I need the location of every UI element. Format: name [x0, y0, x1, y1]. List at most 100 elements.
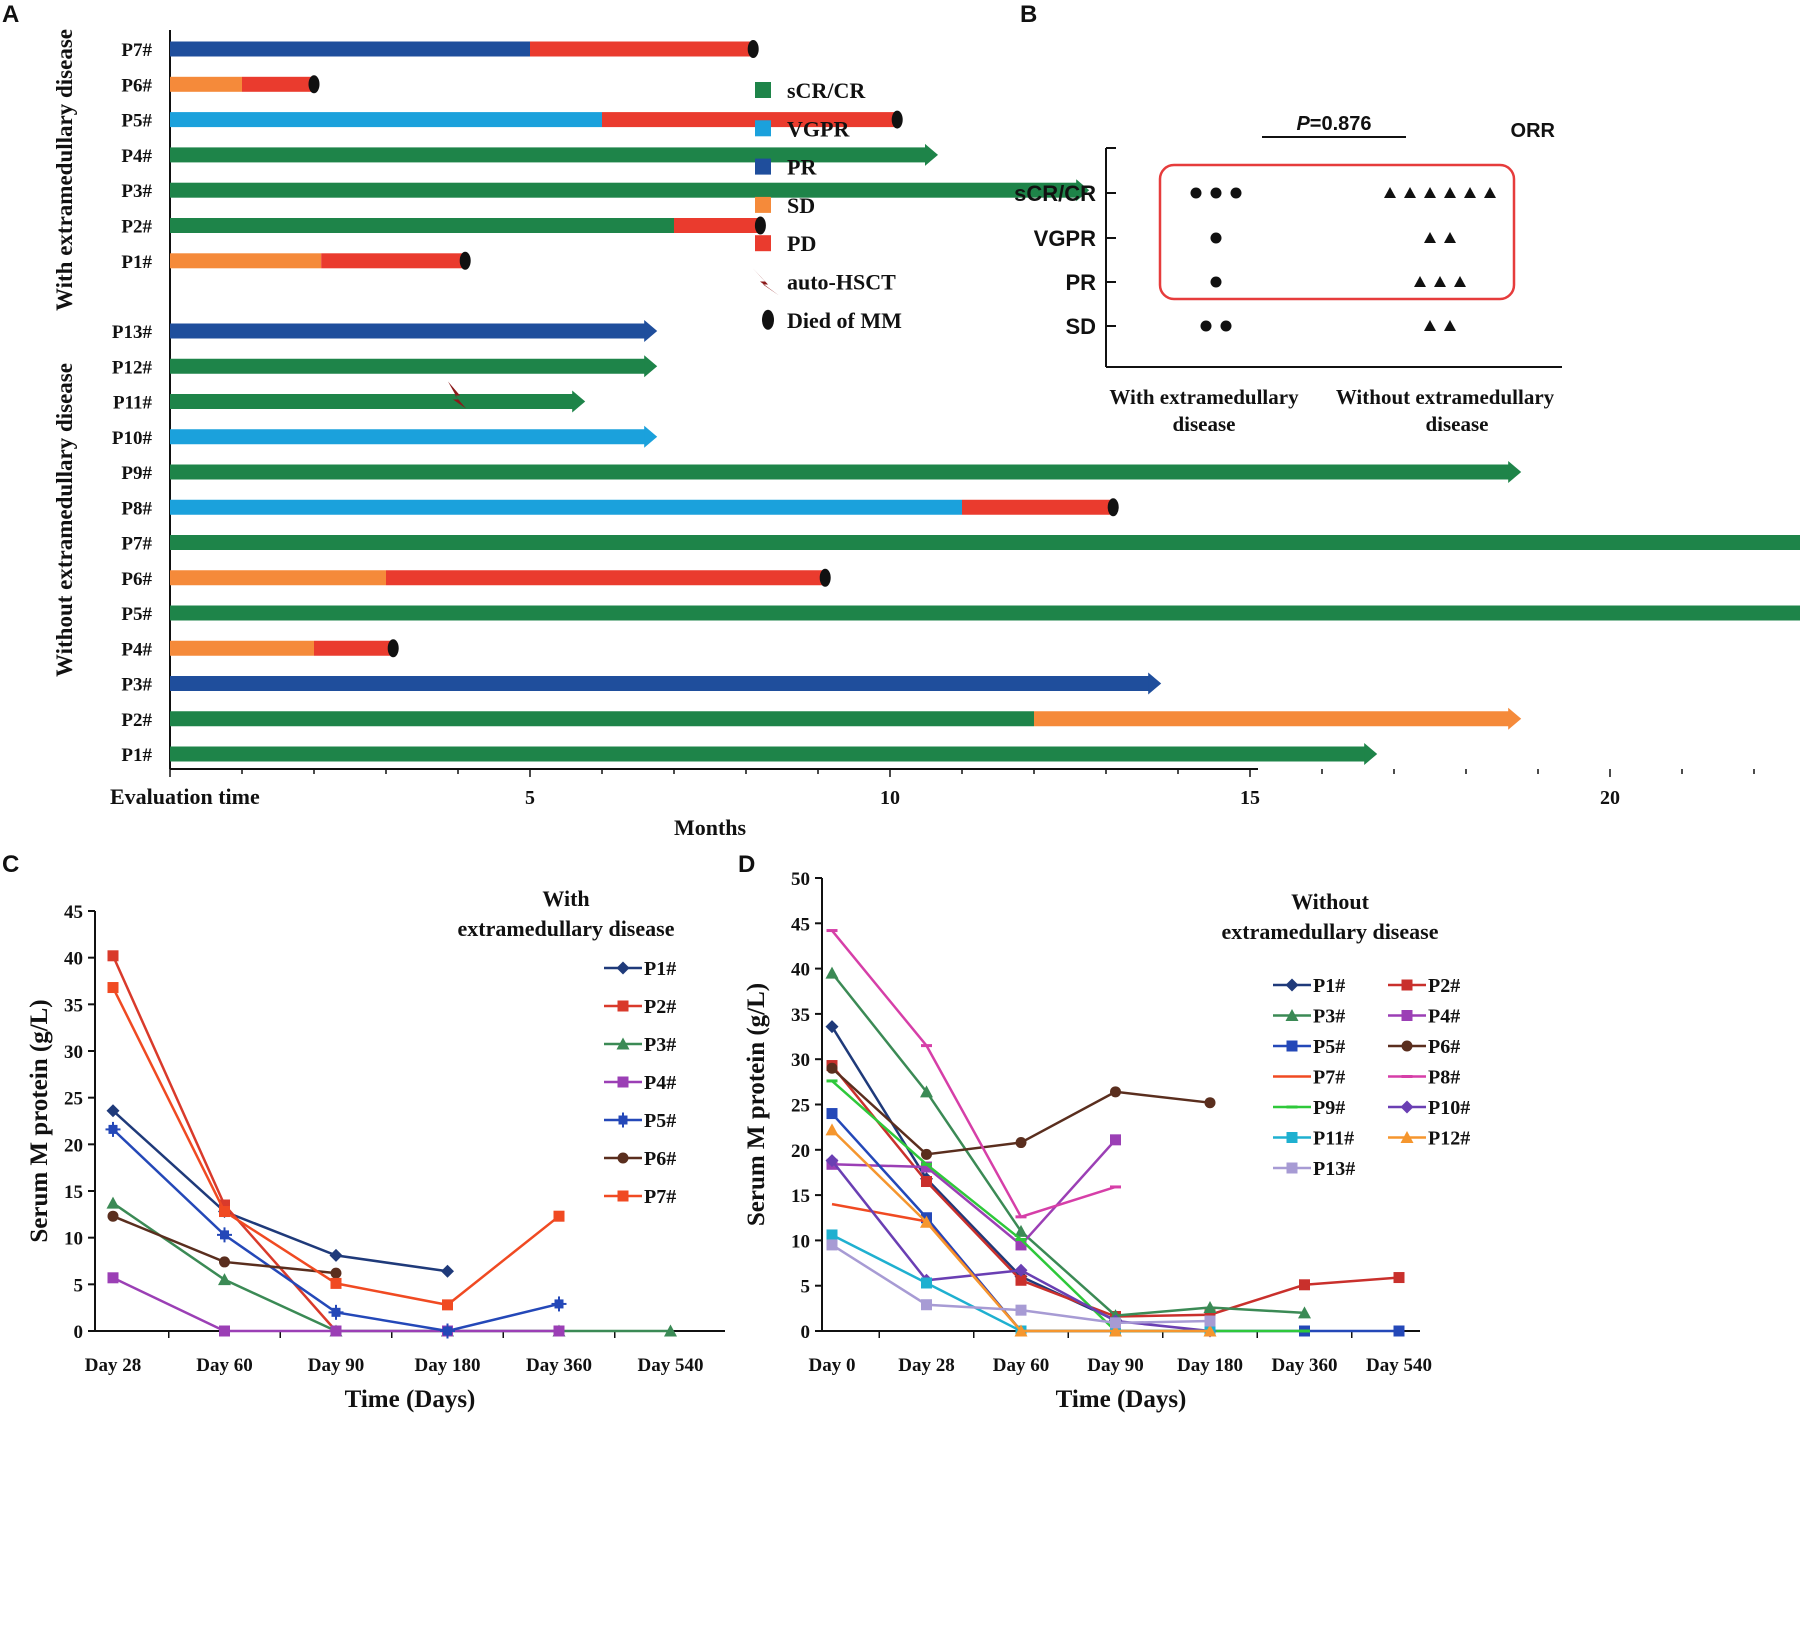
response-bar-segment: [170, 253, 322, 269]
panel-a-x-label: Months: [674, 815, 747, 840]
legend-death-icon: [762, 309, 774, 330]
scatter-point: [1444, 320, 1456, 331]
data-point: [330, 1325, 342, 1337]
response-bar-segment: [386, 570, 826, 586]
response-bar-segment: [170, 640, 314, 656]
panel-c-y-tick-label: 40: [64, 949, 83, 970]
panel-d-y-tick-label: 50: [791, 869, 810, 890]
data-point: [218, 1273, 231, 1286]
data-point: [1110, 1134, 1121, 1146]
data-point: [1203, 1300, 1217, 1313]
panel-c-x-tick-label: Day 540: [638, 1355, 704, 1376]
legend-swatch: [755, 82, 771, 98]
legend-label: P3#: [644, 1034, 676, 1056]
series-line: [831, 972, 1305, 1317]
data-point: [664, 1324, 677, 1337]
panel-c-x-tick-label: Day 180: [415, 1355, 481, 1376]
ongoing-arrow: [644, 425, 658, 448]
response-bar-segment: [170, 570, 386, 586]
legend-label: P2#: [644, 996, 676, 1018]
panel-d-y-tick-label: 30: [791, 1050, 810, 1071]
response-bar-segment: [962, 499, 1114, 515]
legend-label: P6#: [1428, 1036, 1460, 1058]
response-bar-segment: [170, 499, 962, 515]
panel-d-y-tick-label: 15: [791, 1186, 810, 1207]
p-value-label: P=0.876: [1296, 113, 1371, 135]
scatter-point: [1444, 232, 1456, 243]
panel-d-y-tick-label: 40: [791, 960, 810, 981]
panel-d-x-tick-label: Day 28: [898, 1355, 954, 1376]
data-point: [553, 1325, 565, 1337]
patient-label: P4#: [121, 639, 152, 660]
legend-swatch: [755, 120, 771, 137]
panel-a-letter: A: [2, 1, 19, 28]
panel-c-title: extramedullary disease: [458, 916, 675, 941]
panel-d-x-tick-label: Day 60: [993, 1355, 1049, 1376]
data-point: [921, 1176, 932, 1188]
panel-c-y-tick-label: 45: [64, 902, 83, 923]
response-bar-segment: [170, 147, 926, 163]
data-point: [920, 1085, 933, 1098]
panel-d-y-tick-label: 20: [791, 1141, 810, 1162]
panel-a-x-tick-label: 5: [525, 787, 535, 809]
data-point: [826, 1062, 838, 1074]
data-point: [1015, 1239, 1027, 1251]
legend-label: P5#: [1313, 1036, 1345, 1058]
panel-c-y-tick-label: 0: [74, 1322, 84, 1343]
data-point: [442, 1299, 453, 1311]
death-marker: [819, 568, 831, 587]
legend-label: SD: [787, 193, 815, 218]
legend-label: Died of MM: [787, 308, 902, 333]
legend-marker: [1400, 1131, 1414, 1143]
ongoing-arrow: [1076, 179, 1090, 202]
data-point: [1298, 1306, 1311, 1319]
panel-d-y-tick-label: 5: [801, 1277, 811, 1298]
panel-a-x-tick-label: 20: [1600, 787, 1620, 809]
panel-c-y-tick-label: 35: [64, 995, 83, 1016]
data-point: [1015, 1274, 1027, 1286]
response-bar-segment: [170, 323, 646, 339]
legend-label: PD: [787, 231, 816, 256]
response-bar-segment: [170, 605, 1800, 621]
response-bar-segment: [170, 394, 574, 409]
response-bar-segment: [170, 112, 602, 128]
series-line: [112, 1202, 671, 1333]
patient-label: P11#: [113, 393, 153, 414]
data-point: [1299, 1329, 1310, 1333]
ongoing-arrow: [572, 390, 586, 413]
patient-label: P1#: [121, 252, 152, 273]
panel-b-title: ORR: [1511, 120, 1556, 142]
panel-d-x-tick-label: Day 0: [809, 1355, 856, 1376]
legend-marker: [617, 1076, 629, 1088]
data-point: [105, 1121, 121, 1137]
panel-d-x-label: Time (Days): [1056, 1386, 1187, 1413]
data-point: [921, 1161, 932, 1173]
response-bar-segment: [170, 429, 646, 445]
panel-d-y-tick-label: 10: [791, 1231, 810, 1252]
response-bar-segment: [602, 112, 898, 128]
patient-label: P3#: [121, 675, 152, 696]
panel-d-y-tick-label: 45: [791, 914, 810, 935]
panel-c-y-tick-label: 20: [64, 1135, 83, 1156]
panel-b-category-label: PR: [1065, 270, 1096, 295]
data-point: [107, 1210, 119, 1222]
patient-label: P8#: [121, 498, 152, 519]
death-marker: [1107, 498, 1119, 517]
legend-marker: [617, 1190, 629, 1202]
panel-d-y-tick-label: 35: [791, 1005, 810, 1026]
data-point: [1204, 1315, 1216, 1327]
hsct-marker: [448, 381, 466, 409]
response-bar-segment: [170, 464, 1510, 480]
data-point: [219, 1256, 230, 1268]
legend-marker: [617, 1152, 629, 1164]
data-point: [1015, 1304, 1027, 1316]
scatter-point: [1200, 320, 1212, 332]
scatter-point: [1414, 276, 1426, 287]
data-point: [1393, 1272, 1405, 1284]
data-point: [826, 1079, 838, 1083]
data-point: [1014, 1324, 1028, 1337]
scatter-point: [1424, 232, 1436, 243]
data-point: [1015, 1215, 1027, 1219]
panel-d-title: Without: [1291, 889, 1370, 914]
